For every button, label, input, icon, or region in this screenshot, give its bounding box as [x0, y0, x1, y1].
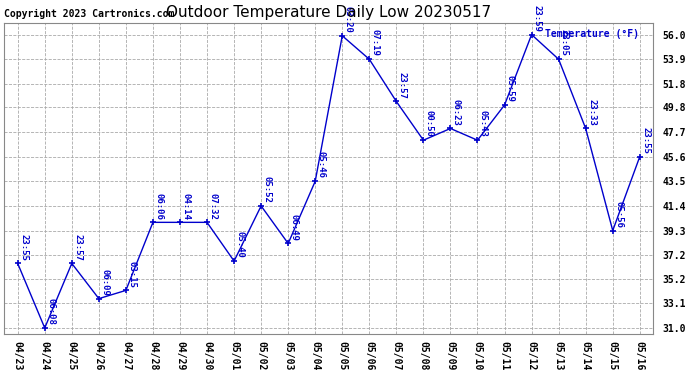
Text: 23:57: 23:57: [397, 72, 406, 99]
Text: 04:14: 04:14: [181, 192, 190, 219]
Text: 06:09: 06:09: [100, 269, 109, 296]
Text: 06:08: 06:08: [46, 298, 55, 325]
Text: 05:43: 05:43: [479, 110, 488, 137]
Text: Copyright 2023 Cartronics.com: Copyright 2023 Cartronics.com: [4, 9, 175, 20]
Text: 23:55: 23:55: [641, 127, 650, 154]
Text: 03:15: 03:15: [127, 261, 136, 288]
Text: 05:40: 05:40: [235, 231, 244, 258]
Text: Temperature (°F): Temperature (°F): [545, 29, 639, 39]
Text: 23:05: 23:05: [560, 29, 569, 56]
Text: 00:50: 00:50: [425, 110, 434, 137]
Text: 06:49: 06:49: [290, 214, 299, 240]
Title: Outdoor Temperature Daily Low 20230517: Outdoor Temperature Daily Low 20230517: [166, 5, 491, 20]
Text: 05:59: 05:59: [506, 75, 515, 102]
Text: 23:57: 23:57: [73, 234, 82, 261]
Text: 05:56: 05:56: [614, 201, 623, 228]
Text: 07:32: 07:32: [208, 192, 217, 219]
Text: 05:46: 05:46: [317, 152, 326, 178]
Text: 06:06: 06:06: [155, 192, 164, 219]
Text: 23:33: 23:33: [587, 99, 596, 126]
Text: 03:20: 03:20: [344, 6, 353, 33]
Text: 23:59: 23:59: [533, 5, 542, 32]
Text: 23:55: 23:55: [19, 234, 28, 261]
Text: 05:52: 05:52: [262, 176, 271, 203]
Text: 06:23: 06:23: [452, 99, 461, 126]
Text: 07:19: 07:19: [371, 29, 380, 56]
